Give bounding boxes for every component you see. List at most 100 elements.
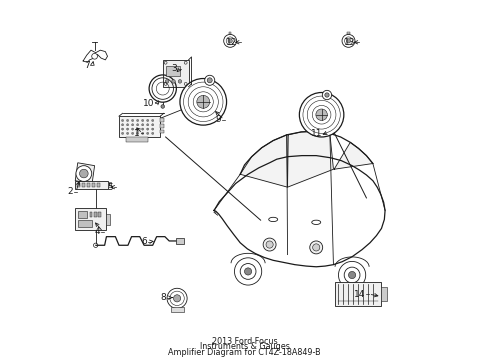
Bar (126, 137, 147, 142)
Circle shape (207, 78, 212, 83)
Circle shape (136, 120, 139, 122)
Bar (98, 212, 101, 217)
Circle shape (151, 128, 153, 130)
Text: 1: 1 (134, 129, 140, 138)
Circle shape (348, 271, 355, 279)
Circle shape (131, 120, 133, 122)
Bar (175, 238, 183, 244)
Circle shape (204, 75, 214, 85)
Circle shape (180, 78, 226, 125)
Polygon shape (287, 131, 333, 187)
Circle shape (299, 93, 343, 137)
Polygon shape (333, 142, 372, 169)
Circle shape (315, 109, 326, 121)
Bar (97, 183, 100, 187)
Circle shape (223, 35, 236, 47)
Text: 6: 6 (141, 237, 147, 246)
Text: Amplifier Diagram for CT4Z-18A849-B: Amplifier Diagram for CT4Z-18A849-B (168, 348, 320, 357)
Circle shape (234, 258, 261, 285)
Circle shape (76, 166, 92, 181)
Text: 5: 5 (107, 183, 113, 192)
Circle shape (151, 120, 153, 122)
Bar (78, 211, 87, 218)
Circle shape (165, 80, 168, 83)
Circle shape (324, 93, 328, 97)
Text: 2013 Ford Focus: 2013 Ford Focus (211, 337, 277, 346)
Circle shape (346, 39, 350, 43)
Circle shape (131, 132, 133, 134)
Bar (228, 32, 231, 35)
Text: 13: 13 (344, 38, 355, 47)
Bar (163, 60, 188, 87)
Circle shape (131, 124, 133, 126)
Circle shape (263, 238, 276, 251)
Circle shape (146, 120, 148, 122)
Bar (108, 182, 111, 187)
Circle shape (136, 128, 139, 130)
Circle shape (126, 128, 128, 130)
Circle shape (167, 288, 187, 309)
Circle shape (126, 120, 128, 122)
Bar (75, 181, 108, 189)
Circle shape (151, 132, 153, 134)
Circle shape (121, 128, 123, 130)
Circle shape (173, 295, 180, 302)
Circle shape (146, 128, 148, 130)
Bar (166, 66, 180, 76)
Text: 3: 3 (171, 64, 177, 73)
Circle shape (136, 132, 139, 134)
Circle shape (126, 132, 128, 134)
Circle shape (341, 35, 354, 47)
Bar (346, 32, 349, 35)
Bar (92, 183, 95, 187)
Bar (170, 307, 183, 312)
Bar (160, 124, 163, 128)
Text: 10: 10 (142, 99, 154, 108)
Text: 2: 2 (67, 187, 73, 196)
Bar (94, 212, 97, 217)
Text: 4: 4 (95, 228, 100, 237)
Circle shape (151, 124, 153, 126)
Circle shape (126, 124, 128, 126)
Bar (89, 212, 92, 217)
Circle shape (80, 169, 88, 178)
Circle shape (142, 132, 143, 134)
Circle shape (338, 261, 365, 289)
Circle shape (322, 90, 331, 100)
Circle shape (244, 268, 251, 275)
Circle shape (196, 95, 209, 108)
Text: 14: 14 (354, 289, 365, 298)
Bar (105, 214, 110, 225)
Circle shape (121, 124, 123, 126)
Circle shape (142, 128, 143, 130)
Circle shape (121, 120, 123, 122)
Bar (119, 116, 160, 137)
Polygon shape (75, 163, 94, 184)
Circle shape (312, 244, 319, 251)
Bar (160, 118, 163, 122)
Bar (82, 183, 85, 187)
Circle shape (142, 120, 143, 122)
Text: 8: 8 (160, 293, 166, 302)
Circle shape (146, 124, 148, 126)
Bar (77, 183, 80, 187)
Bar (381, 287, 386, 301)
Circle shape (121, 132, 123, 134)
Circle shape (146, 132, 148, 134)
Circle shape (178, 80, 182, 83)
Circle shape (136, 124, 139, 126)
Bar (78, 220, 92, 226)
Bar (334, 282, 381, 306)
Circle shape (265, 241, 273, 248)
Circle shape (227, 39, 232, 43)
Bar (160, 130, 163, 134)
Bar (75, 208, 105, 230)
Circle shape (92, 53, 97, 59)
Circle shape (171, 80, 175, 83)
Text: Instruments & Gauges: Instruments & Gauges (199, 342, 289, 351)
Circle shape (161, 105, 164, 108)
Circle shape (309, 241, 322, 254)
Text: 12: 12 (225, 38, 237, 47)
Text: 7: 7 (83, 61, 89, 70)
Polygon shape (240, 135, 287, 187)
